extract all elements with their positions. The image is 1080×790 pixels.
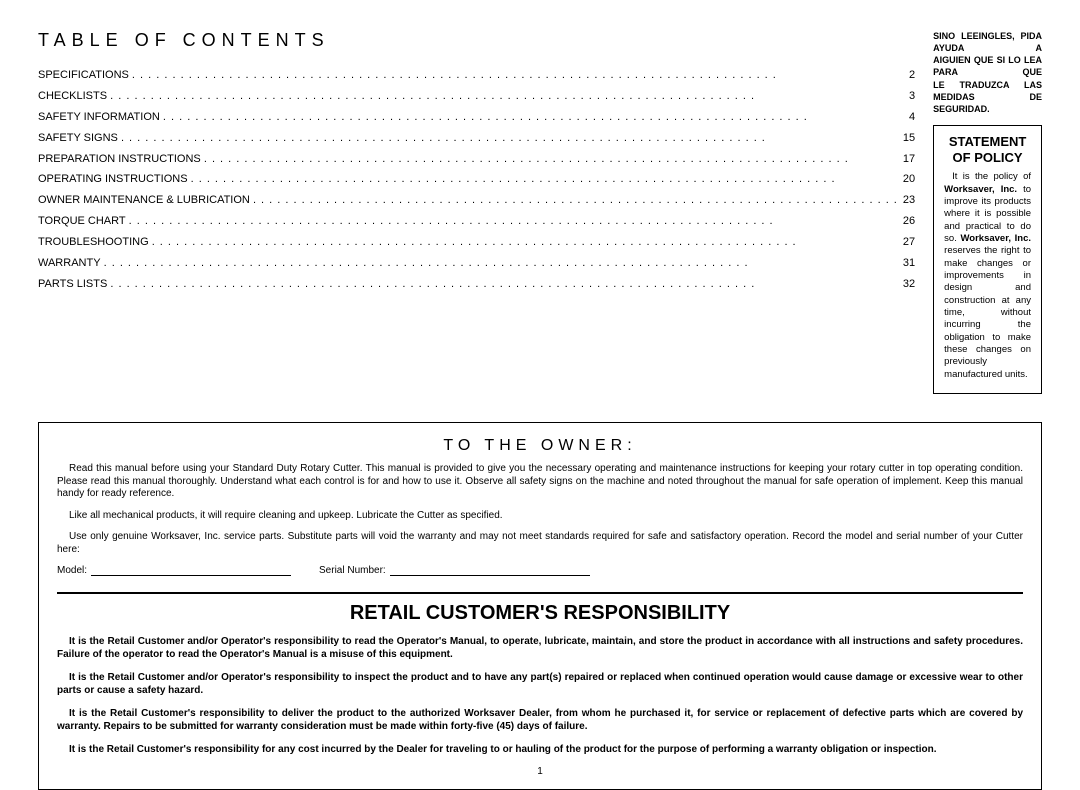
- toc-dots: [104, 253, 898, 274]
- toc-page: 26: [898, 211, 915, 232]
- page-container: TABLE OF CONTENTS SPECIFICATIONS 2CHECKL…: [0, 0, 1080, 762]
- retail-p2: It is the Retail Customer and/or Operato…: [57, 671, 1023, 697]
- toc-dots: [163, 107, 904, 128]
- toc-label: PARTS LISTS: [38, 274, 110, 295]
- toc-row: SAFETY INFORMATION 4: [38, 107, 915, 128]
- toc-dots: [132, 65, 904, 86]
- retail-p4: It is the Retail Customer's responsibili…: [57, 743, 1023, 756]
- owner-p1: Read this manual before using your Stand…: [57, 463, 1023, 501]
- spanish-line: SINO LEEINGLES, PIDA AYUDA A: [933, 31, 1042, 53]
- toc-page: 4: [904, 107, 915, 128]
- model-row: Model: Serial Number:: [57, 565, 1023, 576]
- spanish-line: SEGURIDAD.: [933, 104, 990, 114]
- toc-label: SPECIFICATIONS: [38, 65, 132, 86]
- retail-body: It is the Retail Customer and/or Operato…: [57, 635, 1023, 756]
- toc-row: SPECIFICATIONS 2: [38, 65, 915, 86]
- policy-box: STATEMENT OF POLICY It is the policy of …: [933, 125, 1042, 394]
- toc-dots: [152, 232, 898, 253]
- toc-label: OWNER MAINTENANCE & LUBRICATION: [38, 190, 253, 211]
- toc-page: 32: [898, 274, 915, 295]
- toc-title: TABLE OF CONTENTS: [38, 30, 915, 51]
- toc-label: CHECKLISTS: [38, 86, 110, 107]
- serial-field[interactable]: [390, 565, 590, 576]
- toc-label: SAFETY SIGNS: [38, 128, 121, 149]
- toc-page: 23: [898, 190, 915, 211]
- owner-body: Read this manual before using your Stand…: [57, 463, 1023, 576]
- retail-p1: It is the Retail Customer and/or Operato…: [57, 635, 1023, 661]
- right-column: SINO LEEINGLES, PIDA AYUDA A AIGUIEN QUE…: [933, 30, 1042, 394]
- toc-page: 20: [898, 169, 915, 190]
- policy-title: STATEMENT OF POLICY: [944, 134, 1031, 165]
- toc-dots: [121, 128, 898, 149]
- toc-row: TROUBLESHOOTING 27: [38, 232, 915, 253]
- toc-label: TORQUE CHART: [38, 211, 129, 232]
- toc-row: CHECKLISTS 3: [38, 86, 915, 107]
- divider-rule: [57, 592, 1023, 594]
- owner-p2: Like all mechanical products, it will re…: [57, 510, 1023, 523]
- toc-dots: [129, 211, 898, 232]
- serial-label: Serial Number:: [319, 565, 386, 576]
- toc-row: OWNER MAINTENANCE & LUBRICATION 23: [38, 190, 915, 211]
- retail-title: RETAIL CUSTOMER'S RESPONSIBILITY: [57, 602, 1023, 625]
- spanish-line: LE TRADUZCA LAS MEDIDAS DE: [933, 80, 1042, 102]
- owner-box: TO THE OWNER: Read this manual before us…: [38, 422, 1042, 790]
- toc-label: OPERATING INSTRUCTIONS: [38, 169, 191, 190]
- retail-p3: It is the Retail Customer's responsibili…: [57, 707, 1023, 733]
- toc-dots: [110, 274, 898, 295]
- toc-dots: [253, 190, 898, 211]
- toc-page: 17: [898, 149, 915, 170]
- owner-p3: Use only genuine Worksaver, Inc. service…: [57, 531, 1023, 556]
- toc-list: SPECIFICATIONS 2CHECKLISTS 3SAFETY INFOR…: [38, 65, 915, 295]
- page-number: 1: [57, 766, 1023, 777]
- spanish-line: AIGUIEN QUE SI LO LEA PARA QUE: [933, 55, 1042, 77]
- toc-dots: [191, 169, 898, 190]
- toc-row: OPERATING INSTRUCTIONS 20: [38, 169, 915, 190]
- toc-page: 27: [898, 232, 915, 253]
- toc-section: TABLE OF CONTENTS SPECIFICATIONS 2CHECKL…: [38, 30, 915, 295]
- toc-dots: [204, 149, 898, 170]
- toc-row: SAFETY SIGNS 15: [38, 128, 915, 149]
- toc-label: PREPARATION INSTRUCTIONS: [38, 149, 204, 170]
- top-row: TABLE OF CONTENTS SPECIFICATIONS 2CHECKL…: [38, 30, 1042, 394]
- toc-row: TORQUE CHART 26: [38, 211, 915, 232]
- toc-row: WARRANTY 31: [38, 253, 915, 274]
- toc-page: 2: [904, 65, 915, 86]
- toc-label: SAFETY INFORMATION: [38, 107, 163, 128]
- toc-label: WARRANTY: [38, 253, 104, 274]
- toc-label: TROUBLESHOOTING: [38, 232, 152, 253]
- toc-page: 15: [898, 128, 915, 149]
- owner-title: TO THE OWNER:: [57, 437, 1023, 455]
- policy-body: It is the policy of Worksaver, Inc. to i…: [944, 171, 1031, 381]
- toc-page: 31: [898, 253, 915, 274]
- toc-row: PARTS LISTS 32: [38, 274, 915, 295]
- toc-dots: [110, 86, 904, 107]
- spanish-notice: SINO LEEINGLES, PIDA AYUDA A AIGUIEN QUE…: [933, 30, 1042, 115]
- model-field[interactable]: [91, 565, 291, 576]
- toc-row: PREPARATION INSTRUCTIONS 17: [38, 149, 915, 170]
- toc-page: 3: [904, 86, 915, 107]
- model-label: Model:: [57, 565, 87, 576]
